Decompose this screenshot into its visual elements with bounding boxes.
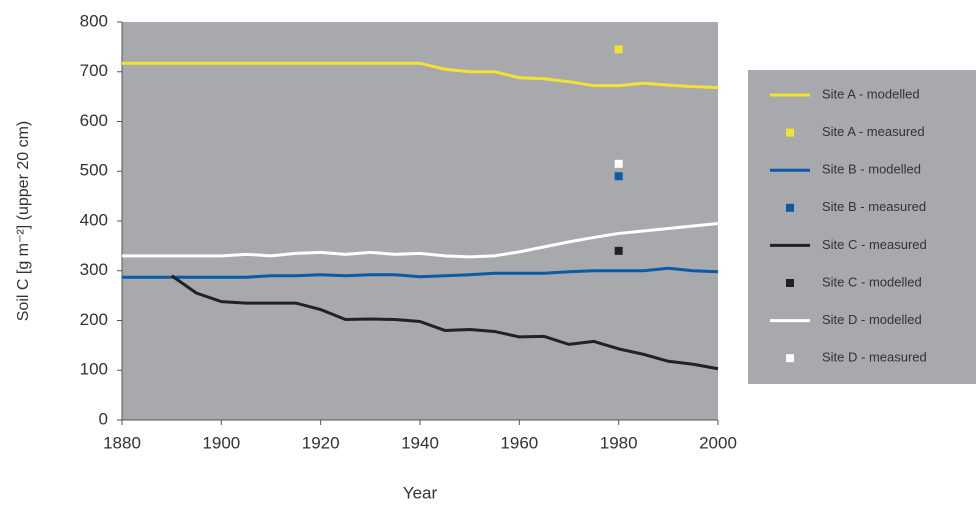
legend-box bbox=[748, 70, 976, 384]
legend-marker bbox=[786, 279, 794, 287]
legend-label: Site A - modelled bbox=[822, 86, 920, 101]
plot-area bbox=[122, 22, 718, 420]
legend-label: Site C - measured bbox=[822, 237, 927, 252]
x-tick-label: 1980 bbox=[600, 433, 638, 452]
legend-marker bbox=[786, 203, 794, 212]
x-tick-label: 1920 bbox=[302, 433, 340, 452]
legend-label: Site A - measured bbox=[822, 124, 925, 139]
y-axis-label: Soil C [g m⁻²] (upper 20 cm) bbox=[15, 121, 32, 322]
measured-point bbox=[614, 246, 623, 255]
legend-label: Site B - modelled bbox=[822, 162, 921, 177]
legend-label: Site D - modelled bbox=[822, 312, 922, 327]
x-tick-label: 1880 bbox=[103, 433, 141, 452]
y-tick-label: 500 bbox=[80, 161, 108, 180]
y-tick-label: 700 bbox=[80, 61, 108, 80]
legend-label: Site C - modelled bbox=[822, 274, 922, 289]
y-tick-label: 800 bbox=[80, 11, 108, 30]
y-tick-label: 300 bbox=[80, 260, 108, 279]
y-tick-label: 600 bbox=[80, 111, 108, 130]
measured-point bbox=[614, 172, 623, 181]
x-tick-label: 1900 bbox=[202, 433, 240, 452]
x-tick-label: 1940 bbox=[401, 433, 439, 452]
y-tick-label: 100 bbox=[80, 360, 108, 379]
measured-point bbox=[614, 45, 623, 54]
y-tick-label: 400 bbox=[80, 210, 108, 229]
x-axis-label: Year bbox=[403, 483, 438, 502]
y-tick-label: 0 bbox=[99, 409, 108, 428]
x-tick-label: 1960 bbox=[500, 433, 538, 452]
series-line bbox=[122, 221, 719, 259]
legend-label: Site B - measured bbox=[822, 199, 926, 214]
series-line bbox=[170, 274, 719, 371]
legend-label: Site D - measured bbox=[822, 350, 927, 365]
x-tick-label: 2000 bbox=[699, 433, 737, 452]
measured-point bbox=[614, 159, 623, 168]
legend-marker bbox=[786, 354, 794, 363]
series-line bbox=[122, 266, 719, 279]
series-line bbox=[122, 61, 719, 90]
y-tick-label: 200 bbox=[80, 310, 108, 329]
legend-marker bbox=[786, 128, 794, 137]
